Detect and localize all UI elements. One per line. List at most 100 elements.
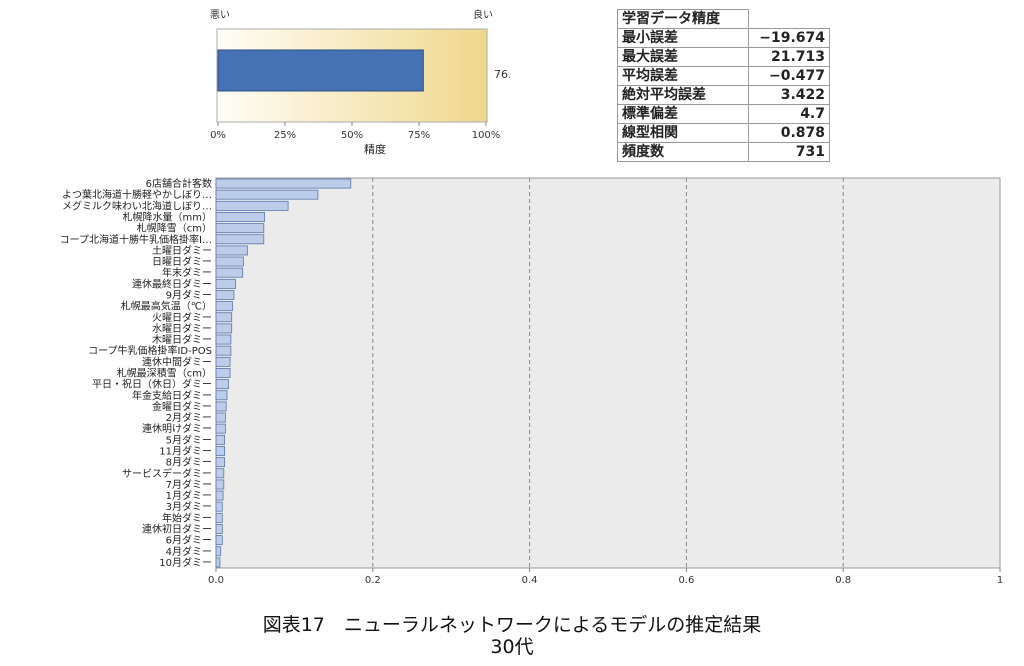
- importance-bar: [215, 290, 235, 300]
- category-label: 3月ダミー: [166, 500, 212, 513]
- stats-value: 4.7: [748, 104, 830, 124]
- gauge-tick-label: 25%: [274, 130, 296, 141]
- category-label: 札幌最深積雪（cm）: [117, 367, 212, 380]
- importance-bar: [215, 178, 352, 189]
- importance-bar: [215, 323, 233, 334]
- category-label: 11月ダミー: [159, 445, 212, 458]
- category-label: 2月ダミー: [166, 411, 212, 424]
- importance-bar: [215, 312, 233, 323]
- category-label: 5月ダミー: [166, 433, 212, 446]
- importance-bar: [215, 390, 228, 401]
- stats-value: 3.422: [748, 85, 830, 105]
- accuracy-gauge: 悪い 良い 76.6% 0% 25% 50% 75% 100% 精度: [210, 8, 510, 156]
- stats-label: 最小誤差: [617, 28, 749, 48]
- gauge-tick-label: 0%: [210, 130, 226, 141]
- category-label: 6月ダミー: [166, 534, 212, 547]
- x-tick-label: 0.4: [522, 575, 538, 586]
- category-label: 平日・祝日（休日）ダミー: [92, 378, 212, 391]
- category-label: 6店舗合計客数: [146, 177, 212, 190]
- importance-bar: [215, 334, 232, 345]
- importance-bar: [215, 457, 226, 468]
- stats-table: 学習データ精度 最小誤差 −19.674 最大誤差 21.713 平均誤差 −0.477 絶…: [617, 9, 830, 162]
- category-label: 札幌降水量（mm）: [123, 211, 212, 224]
- stats-label: 頻度数: [617, 142, 749, 162]
- stats-value: 731: [748, 142, 830, 162]
- importance-bar: [215, 200, 289, 211]
- gauge-value-label: 76.6%: [494, 68, 510, 81]
- category-label: 札幌最高気温（℃）: [121, 300, 212, 313]
- x-tick-label: 1: [997, 575, 1003, 586]
- importance-bar: [215, 367, 231, 378]
- gauge-tick-label: 50%: [341, 130, 363, 141]
- x-tick-label: 0.8: [835, 575, 851, 586]
- stats-row: 平均誤差 −0.477: [617, 66, 830, 86]
- category-label: 年末ダミー: [162, 266, 212, 279]
- category-label: 9月ダミー: [166, 289, 212, 302]
- importance-bar: [215, 535, 223, 546]
- importance-bar: [215, 445, 226, 456]
- importance-bar: [215, 401, 227, 412]
- gauge-axis-label: 精度: [364, 142, 386, 156]
- stats-label: 線型相関: [617, 123, 749, 143]
- importance-bar: [215, 434, 226, 445]
- category-label: 年金支給日ダミー: [132, 389, 212, 402]
- importance-bar: [215, 256, 244, 267]
- gauge-right-label: 良い: [473, 8, 493, 21]
- category-label: 7月ダミー: [166, 478, 212, 491]
- importance-bar-chart: 0.0 0.2 0.4 0.6 0.8 1 6店舗合計客数よつ葉北海道十勝軽やかしぼり…メグ…: [60, 177, 1004, 586]
- stats-row: 標準偏差 4.7: [617, 104, 830, 124]
- category-label: 年始ダミー: [162, 511, 212, 524]
- gauge-tick-label: 75%: [408, 130, 430, 141]
- stats-value: 21.713: [748, 47, 830, 67]
- importance-bar: [215, 212, 265, 222]
- importance-bar: [215, 557, 221, 568]
- importance-bar: [215, 423, 226, 434]
- importance-bar: [215, 345, 232, 356]
- stats-value: −19.674: [748, 28, 830, 48]
- category-label: 木曜日ダミー: [152, 333, 212, 346]
- category-label: メグミルク味わい北海道しぼり…: [62, 199, 212, 212]
- importance-bar: [215, 379, 229, 390]
- x-tick-label: 0.2: [365, 575, 381, 586]
- category-label: サービスデーダミー: [122, 467, 212, 480]
- plot-area: [215, 177, 1001, 569]
- stats-header-row: 学習データ精度: [617, 9, 830, 29]
- importance-bar: [215, 479, 225, 490]
- stats-value: 0.878: [748, 123, 830, 143]
- category-label: 火曜日ダミー: [152, 311, 212, 324]
- importance-bar: [215, 223, 265, 234]
- stats-value: −0.477: [748, 66, 830, 86]
- category-label: 連休初日ダミー: [142, 523, 212, 536]
- stats-row: 頻度数 731: [617, 142, 830, 162]
- importance-bar: [215, 468, 225, 479]
- stats-row: 絶対平均誤差 3.422: [617, 85, 830, 105]
- category-label: 連休明けダミー: [142, 422, 212, 435]
- gauge-tick-labels: 0% 25% 50% 75% 100%: [210, 122, 500, 141]
- importance-bar: [215, 301, 233, 312]
- category-label: コープ北海道十勝牛乳価格掛率I…: [60, 233, 212, 246]
- category-label: 連休中間ダミー: [142, 355, 212, 368]
- figure-caption: 図表17 ニューラルネットワークによるモデルの推定結果 30代: [0, 614, 1024, 658]
- category-label: 日曜日ダミー: [152, 255, 212, 268]
- stats-label: 標準偏差: [617, 104, 749, 124]
- category-label: 金曜日ダミー: [152, 400, 212, 413]
- stats-row: 最小誤差 −19.674: [617, 28, 830, 48]
- category-label: 水曜日ダミー: [152, 322, 212, 335]
- caption-subtitle: 30代: [490, 636, 534, 658]
- category-label: 土曜日ダミー: [152, 244, 212, 257]
- stats-row: 最大誤差 21.713: [617, 47, 830, 67]
- importance-bar: [215, 523, 223, 534]
- stats-label: 最大誤差: [617, 47, 749, 67]
- caption-title: 図表17 ニューラルネットワークによるモデルの推定結果: [262, 614, 762, 636]
- stats-label: 絶対平均誤差: [617, 85, 749, 105]
- importance-bar: [215, 189, 319, 200]
- category-label: 4月ダミー: [166, 545, 212, 558]
- stats-row: 線型相関 0.878: [617, 123, 830, 143]
- importance-bar: [215, 234, 265, 245]
- importance-bar: [215, 490, 224, 501]
- x-tick-label: 0.0: [208, 575, 224, 586]
- importance-bar: [215, 501, 223, 512]
- category-label: よつ葉北海道十勝軽やかしぼり…: [62, 188, 212, 201]
- importance-bar: [215, 267, 244, 278]
- stats-label: 平均誤差: [617, 66, 749, 86]
